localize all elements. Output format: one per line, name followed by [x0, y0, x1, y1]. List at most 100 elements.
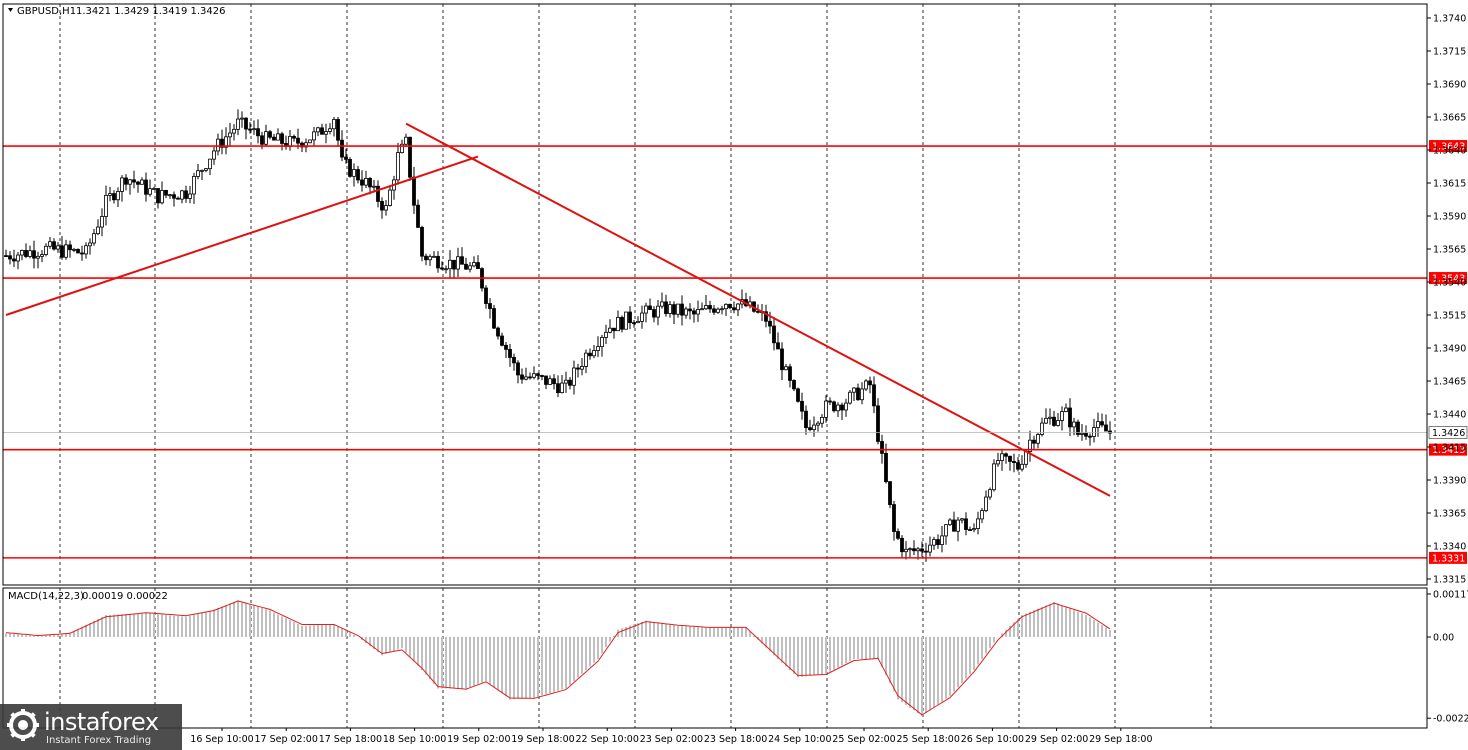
candle-body [1088, 435, 1092, 438]
candle-body [520, 374, 524, 380]
candle [412, 166, 416, 214]
candle [364, 170, 368, 189]
candle-body [376, 185, 380, 202]
candle-body [420, 226, 424, 257]
candle-body [224, 136, 228, 148]
candle-body [220, 138, 224, 148]
candle [92, 229, 96, 246]
candle-body [884, 452, 888, 482]
candle [448, 250, 452, 278]
candle-body [348, 159, 352, 177]
candle [336, 117, 340, 147]
candle-body [228, 132, 232, 138]
candle [420, 225, 424, 262]
candle [896, 528, 900, 540]
candle [724, 303, 728, 316]
candle [424, 253, 428, 266]
candle [1040, 417, 1044, 437]
candle-body [76, 248, 80, 254]
candle-body [312, 131, 316, 141]
candle-body [368, 178, 372, 188]
candle [160, 181, 164, 205]
instaforex-logo: instaforex Instant Forex Trading [0, 704, 182, 750]
candle [80, 245, 84, 261]
candle-body [124, 177, 128, 185]
candle-body [1024, 451, 1028, 465]
candle-body [564, 379, 568, 384]
candle-body [540, 375, 544, 377]
candle [992, 459, 996, 492]
candle [176, 196, 180, 200]
candle-body [256, 128, 260, 137]
dropdown-arrow-icon[interactable] [8, 8, 13, 12]
candle-body [680, 303, 684, 316]
candle [700, 302, 704, 311]
candle [396, 142, 400, 185]
candle-body [332, 119, 336, 130]
candle [72, 247, 76, 253]
candle [84, 242, 88, 259]
candle [788, 363, 792, 388]
candle [672, 301, 676, 324]
candle [212, 146, 216, 165]
candle-body [828, 400, 832, 403]
candle-body [764, 311, 768, 322]
x-tick-label: 19 Sep 18:00 [511, 734, 574, 745]
candle-body [1104, 424, 1108, 432]
x-tick-label: 29 Sep 18:00 [1089, 734, 1152, 745]
candle-body [460, 256, 464, 265]
candle-body [524, 376, 528, 380]
candle-body [1108, 430, 1112, 434]
candle-body [320, 127, 324, 135]
candle [732, 301, 736, 314]
candle [616, 310, 620, 332]
candle-body [16, 254, 20, 262]
candle-body [720, 308, 724, 311]
candle-body [404, 136, 408, 145]
candle-body [532, 373, 536, 378]
candle-body [88, 242, 92, 247]
candle [152, 186, 156, 190]
candle-body [836, 404, 840, 412]
y-tick-label: 1.3640 [1433, 146, 1466, 157]
brand-tagline: Instant Forex Trading [46, 735, 152, 746]
candle [592, 345, 596, 359]
candle-body [296, 137, 300, 144]
candle [556, 375, 560, 398]
candle [220, 129, 224, 155]
candle [972, 523, 976, 533]
candle-body [616, 317, 620, 332]
candle-body [396, 152, 400, 181]
candle-body [952, 519, 956, 532]
candle [952, 511, 956, 532]
candle-body [240, 117, 244, 120]
level-badge-label: 1.3331 [1432, 553, 1465, 564]
candle [36, 251, 40, 269]
candle-body [688, 308, 692, 312]
candle [1008, 455, 1012, 471]
candle-body [580, 366, 584, 370]
candle [64, 239, 68, 260]
level-badge [1429, 551, 1467, 564]
candle [56, 242, 60, 253]
candle [172, 191, 176, 207]
candle [772, 316, 776, 351]
candle [620, 315, 624, 333]
candle-body [1072, 421, 1076, 428]
candle-body [216, 138, 220, 152]
candle-body [912, 548, 916, 552]
candle [272, 133, 276, 141]
candle [1076, 419, 1080, 437]
candle [864, 379, 868, 391]
candle [680, 295, 684, 326]
candle [408, 136, 412, 181]
candle [720, 305, 724, 315]
candle-body [940, 535, 944, 545]
chart-header: GBPUSD,H1 1.3421 1.3429 1.3419 1.3426 [8, 6, 226, 17]
candle-body [924, 550, 928, 553]
candle-body [568, 379, 572, 386]
candle [1004, 452, 1008, 464]
candle-body [816, 422, 820, 426]
candle-body [700, 308, 704, 311]
candle [584, 349, 588, 374]
